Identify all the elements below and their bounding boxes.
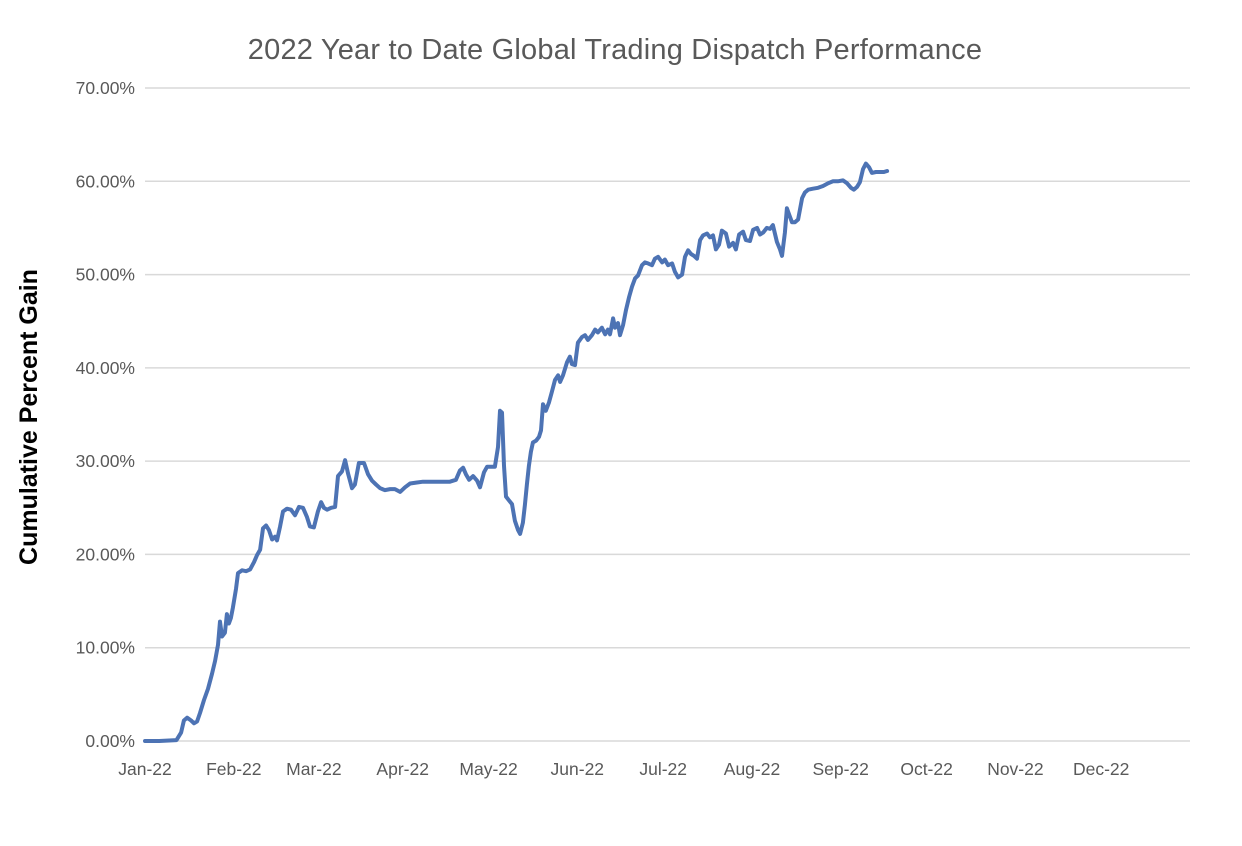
x-axis-tick-label: Nov-22: [987, 759, 1043, 779]
y-axis-tick-labels: 0.00% 10.00% 20.00% 30.00% 40.00% 50.00% 60.00…: [76, 78, 135, 751]
x-axis-tick-label: Oct-22: [900, 759, 953, 779]
x-axis-tick-label: Jan-22: [118, 759, 172, 779]
x-axis-tick-label: Aug-22: [724, 759, 780, 779]
y-axis-tick-label: 30.00%: [76, 451, 135, 471]
y-axis-tick-label: 60.00%: [76, 171, 135, 191]
x-axis-tick-labels: Jan-22 Feb-22 Mar-22 Apr-22 May-22 Jun-22 Jul-…: [118, 759, 1129, 779]
y-axis-tick-label: 40.00%: [76, 358, 135, 378]
y-axis-tick-label: 70.00%: [76, 78, 135, 98]
series-line: [143, 161, 890, 743]
performance-line-series: [143, 161, 890, 743]
x-axis-tick-label: Jul-22: [639, 759, 687, 779]
x-axis-tick-label: Sep-22: [812, 759, 868, 779]
chart-title: 2022 Year to Date Global Trading Dispatc…: [247, 34, 983, 66]
y-axis-tick-label: 50.00%: [76, 265, 135, 285]
x-axis-tick-label: Apr-22: [376, 759, 429, 779]
x-axis-tick-label: Mar-22: [286, 759, 341, 779]
x-axis-tick-label: Dec-22: [1073, 759, 1129, 779]
x-axis-tick-label: Feb-22: [206, 759, 261, 779]
y-axis-tick-label: 0.00%: [85, 731, 135, 751]
x-axis-tick-label: May-22: [459, 759, 517, 779]
y-axis-tick-label: 20.00%: [76, 544, 135, 564]
x-axis-tick-label: Jun-22: [551, 759, 605, 779]
gridlines: [145, 87, 1190, 742]
y-axis-tick-label: 10.00%: [76, 638, 135, 658]
